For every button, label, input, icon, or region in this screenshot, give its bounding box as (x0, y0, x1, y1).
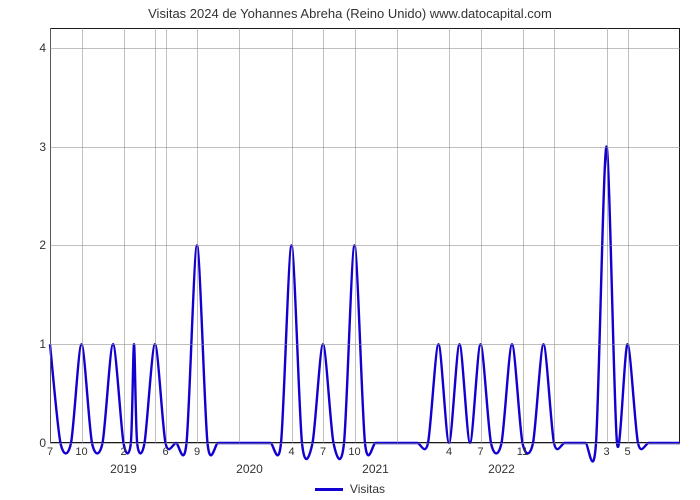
y-tick-label: 0 (39, 436, 46, 450)
y-tick-label: 1 (39, 337, 46, 351)
x-tick-label: 2 (120, 446, 126, 458)
x-tick-label: 3 (603, 446, 609, 458)
chart-container: Visitas 2024 de Yohannes Abreha (Reino U… (0, 0, 700, 500)
y-gridline (50, 344, 680, 345)
x-gridline (155, 28, 156, 443)
x-gridline (292, 28, 293, 443)
x-gridline (197, 28, 198, 443)
legend-swatch (315, 488, 343, 491)
x-gridline (82, 28, 83, 443)
x-gridline (449, 28, 450, 443)
legend-label: Visitas (350, 482, 385, 496)
x-gridline (481, 28, 482, 443)
y-tick-label: 3 (39, 140, 46, 154)
x-tick-label: 6 (162, 446, 168, 458)
plot-area (50, 28, 680, 443)
y-tick-label: 2 (39, 238, 46, 252)
y-gridline (50, 48, 680, 49)
x-gridline (628, 28, 629, 443)
x-tick-label: 11 (517, 446, 528, 458)
visits-line (50, 147, 680, 462)
x-tick-label: 5 (624, 446, 630, 458)
x-gridline (355, 28, 356, 443)
y-gridline (50, 443, 680, 444)
y-gridline (50, 245, 680, 246)
x-gridline (397, 28, 398, 443)
y-gridline (50, 147, 680, 148)
x-gridline (523, 28, 524, 443)
y-tick-label: 4 (39, 41, 46, 55)
x-tick-label: 9 (194, 446, 200, 458)
x-year-label: 2020 (236, 462, 263, 476)
x-tick-label: 10 (75, 446, 87, 458)
x-tick-label: 10 (348, 446, 360, 458)
x-gridline (239, 28, 240, 443)
x-tick-label: 7 (47, 446, 53, 458)
legend: Visitas (0, 482, 700, 496)
x-gridline (554, 28, 555, 443)
x-tick-label: 4 (446, 446, 452, 458)
chart-title: Visitas 2024 de Yohannes Abreha (Reino U… (0, 6, 700, 21)
x-gridline (166, 28, 167, 443)
x-tick-label: 7 (320, 446, 326, 458)
x-gridline (323, 28, 324, 443)
x-gridline (607, 28, 608, 443)
line-series (50, 28, 680, 443)
x-year-label: 2019 (110, 462, 137, 476)
x-tick-label: 4 (288, 446, 294, 458)
x-year-label: 2022 (488, 462, 515, 476)
x-gridline (124, 28, 125, 443)
x-year-label: 2021 (362, 462, 389, 476)
x-gridline (50, 28, 51, 443)
x-tick-label: 7 (477, 446, 483, 458)
